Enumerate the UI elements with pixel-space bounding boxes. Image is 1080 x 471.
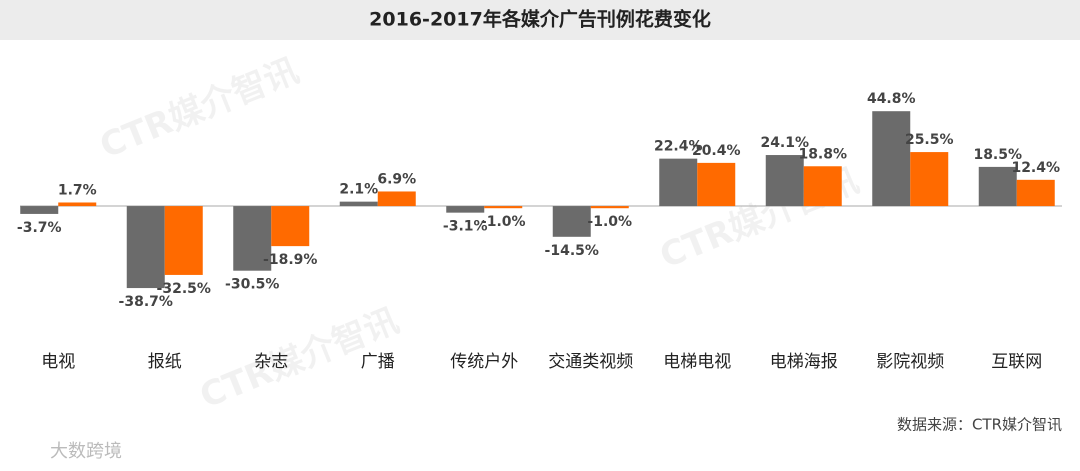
data-label: -32.5%: [157, 281, 211, 297]
x-tick-label: 影院视频: [876, 352, 944, 372]
bar: [58, 202, 97, 207]
data-label: -3.1%: [443, 219, 488, 235]
bar: [765, 155, 804, 207]
bar: [446, 206, 485, 213]
chart-title: 2016-2017年各媒介广告刊例花费变化: [369, 8, 711, 31]
bar: [803, 166, 842, 207]
bar: [164, 206, 203, 275]
data-label: 18.8%: [798, 146, 847, 162]
data-label: 44.8%: [867, 91, 916, 107]
x-tick-label: 电视: [41, 352, 75, 372]
data-label: -1.0%: [481, 214, 526, 230]
bar: [20, 206, 59, 214]
data-label: -1.0%: [587, 214, 632, 230]
bar: [126, 206, 165, 289]
data-label: 25.5%: [905, 132, 954, 148]
data-label: 12.4%: [1011, 160, 1060, 176]
bar: [233, 206, 272, 271]
bar: [377, 191, 416, 207]
bar: [978, 166, 1017, 207]
x-tick-label: 广播: [361, 352, 395, 372]
source-note: 数据来源：CTR媒介智讯: [897, 416, 1062, 434]
data-label: -18.9%: [263, 252, 317, 268]
bar: [697, 162, 736, 207]
data-label: 22.4%: [654, 139, 703, 155]
x-tick-label: 互联网: [991, 352, 1042, 372]
bar: [339, 201, 378, 207]
x-tick-label: 电梯海报: [770, 352, 838, 372]
bar: [552, 206, 591, 237]
data-label: -38.7%: [119, 294, 173, 310]
logo: 大数跨境: [50, 441, 122, 462]
data-label: 1.7%: [58, 182, 97, 198]
data-label: -30.5%: [225, 277, 279, 293]
data-label: 18.5%: [973, 147, 1022, 163]
data-label: -3.7%: [17, 220, 62, 236]
bar: [910, 152, 949, 207]
data-label: 24.1%: [760, 135, 809, 151]
title-band: [0, 0, 1080, 40]
x-tick-label: 电梯电视: [663, 352, 731, 372]
bar: [872, 111, 911, 207]
x-tick-label: 交通类视频: [548, 352, 633, 372]
data-label: 2.1%: [339, 182, 378, 198]
x-tick-label: 传统户外: [450, 352, 518, 372]
x-tick-label: 报纸: [148, 352, 182, 372]
bar: [271, 206, 310, 247]
data-label: 6.9%: [377, 171, 416, 187]
watermark: CTR媒介智讯: [94, 51, 304, 167]
bar: [590, 206, 629, 209]
data-label: 20.4%: [692, 143, 741, 159]
bar: [1016, 179, 1055, 207]
x-tick-label: 杂志: [254, 352, 288, 372]
bar: [484, 206, 523, 209]
bar: [659, 158, 698, 207]
data-label: -14.5%: [545, 243, 599, 259]
